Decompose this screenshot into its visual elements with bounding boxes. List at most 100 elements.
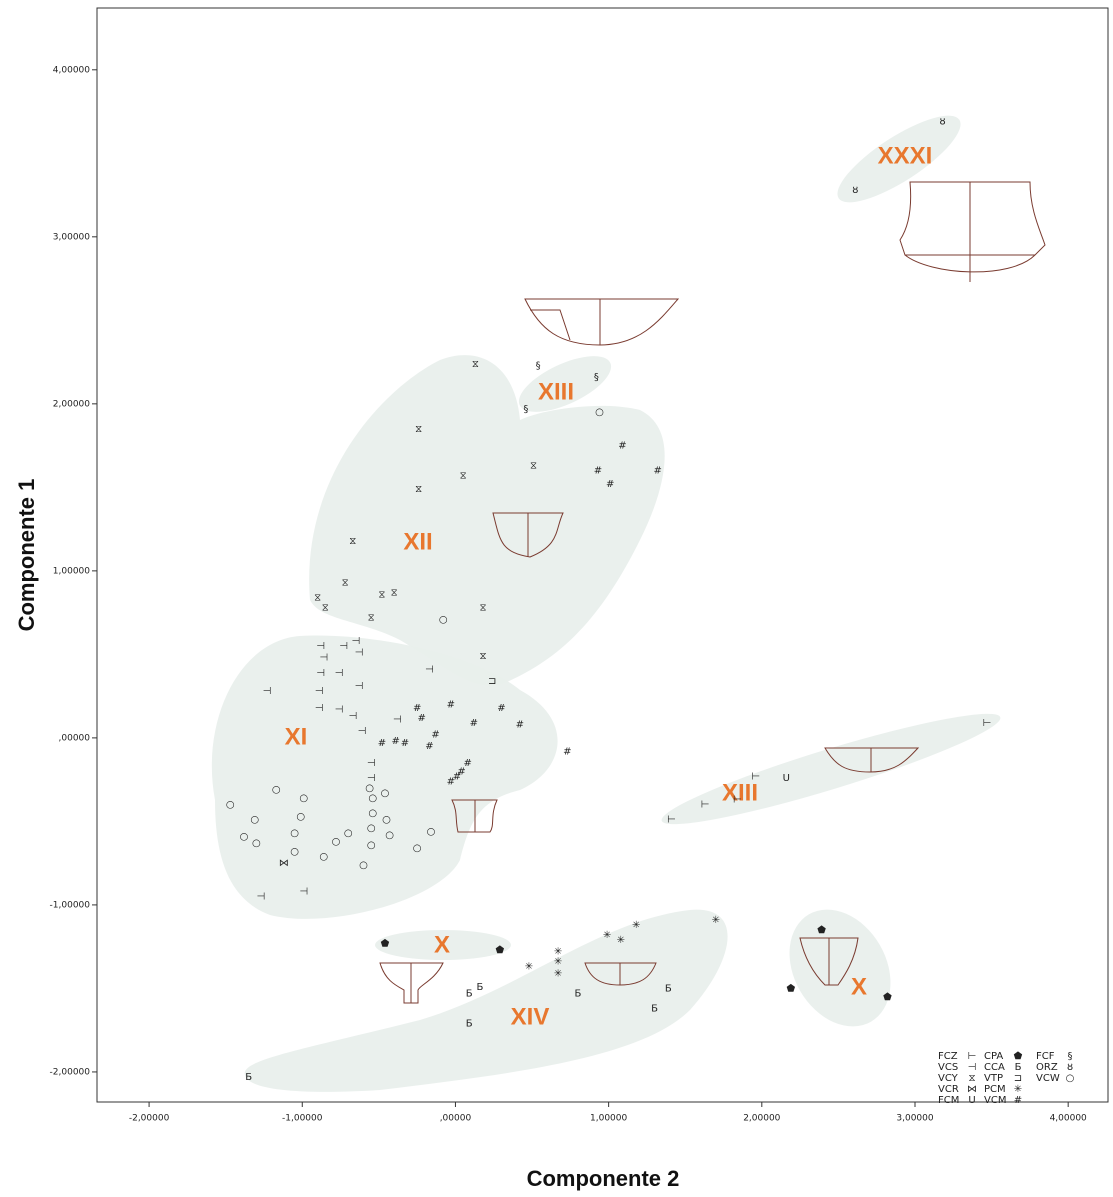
point: ⊢ [751,771,760,782]
point: ○ [367,840,376,851]
point: § [536,360,541,371]
point: # [378,738,386,749]
point: ⧖ [415,424,422,435]
point: ○ [299,793,308,804]
cluster-label: XI [285,723,308,750]
hull [661,713,1001,825]
point: ⊣ [355,648,364,659]
point: # [392,736,400,747]
point: ○ [427,826,436,837]
x-tick-label: 2,00000 [743,1114,780,1124]
legend-marker: ⧖ [968,1073,975,1084]
point: ○ [290,846,299,857]
legend-label: VTP [984,1073,1003,1084]
point: ○ [240,831,249,842]
point: ⊣ [393,715,402,726]
point: ○ [296,811,305,822]
point: ȣ [940,117,946,128]
point: Б [575,988,582,999]
point: ○ [413,843,422,854]
point: ⬟ [817,925,826,936]
point: ⊐ [488,676,496,687]
y-tick-label: -1,00000 [50,900,91,910]
y-tick-label: 2,00000 [53,399,90,409]
point: ⊣ [358,726,367,737]
y-axis-title: Componente 1 [14,479,39,632]
cluster-label: X [851,973,867,1000]
point: # [431,730,439,741]
point: ✳ [554,947,562,958]
point: ○ [272,785,281,796]
point: # [464,758,472,769]
point: ⊣ [355,681,364,692]
point: ⧖ [530,461,537,472]
point: ⧖ [480,651,487,662]
point: ⧖ [322,603,329,614]
point: # [413,703,421,714]
point: ⊣ [339,641,348,652]
point: ○ [367,823,376,834]
y-tick-label: 1,00000 [53,566,90,576]
legend-label: CCA [984,1062,1005,1073]
point: ⊣ [425,664,434,675]
point: ○ [252,838,261,849]
point: # [653,466,661,477]
point: ⊢ [701,800,710,811]
point: ⧖ [415,484,422,495]
point: ✳ [525,962,533,973]
point: ○ [382,815,391,826]
cluster-label: XIV [511,1003,550,1030]
point: ⧖ [314,593,321,604]
legend-label: VCS [938,1062,958,1073]
point: ⊣ [299,887,308,898]
hull [211,635,558,919]
vessel [824,747,920,773]
point: ⧖ [460,471,467,482]
y-tick-label: 3,00000 [53,232,90,242]
legend-label: FCM [938,1095,959,1106]
legend-label: PCM [984,1084,1006,1095]
point: ○ [385,830,394,841]
point: ○ [290,828,299,839]
cluster-label: XXXI [878,142,933,169]
vessel [492,512,564,558]
point: ⊣ [263,686,272,697]
y-tick-label: 4,00000 [53,65,90,75]
point: ⧖ [472,359,479,370]
point: # [447,699,455,710]
legend-marker: § [1068,1051,1073,1062]
point: ⊣ [316,641,325,652]
point: ⧖ [391,588,398,599]
point: Б [651,1003,658,1014]
hull [244,909,728,1092]
legend-marker: ⊐ [1014,1073,1022,1084]
point: ⊣ [348,711,357,722]
cluster-label: XII [403,528,432,555]
point: Б [477,982,484,993]
point: # [594,466,602,477]
hull [375,930,511,960]
cluster-label: XIII [722,779,758,806]
legend-label: VCR [938,1084,959,1095]
legend-label: VCM [984,1095,1006,1106]
point: # [497,703,505,714]
point: Б [245,1072,252,1083]
point: ○ [319,851,328,862]
point: ⧖ [378,589,385,600]
legend-label: FCF [1036,1051,1055,1062]
point: ○ [595,407,604,418]
vessel [584,962,657,986]
point: ⧖ [480,603,487,614]
point: § [594,372,599,383]
point: # [453,771,461,782]
hull [837,115,961,203]
hulls [211,115,1001,1092]
y-tick-label: ,00000 [59,733,91,743]
legend-label: VCY [938,1073,959,1084]
point: Б [466,988,473,999]
x-axis-title: Componente 2 [527,1166,680,1191]
point: ⊣ [352,636,361,647]
cluster-label: XIII [538,378,574,405]
point: # [457,766,465,777]
